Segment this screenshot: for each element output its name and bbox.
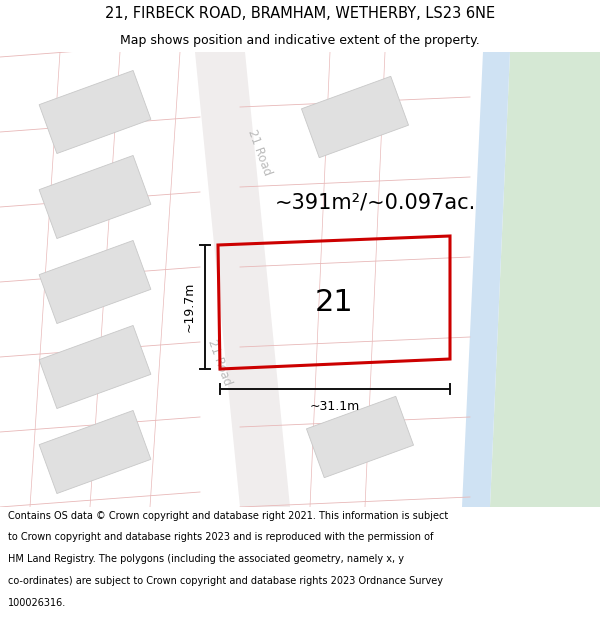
Text: ~31.1m: ~31.1m [310, 399, 360, 412]
Text: 21, FIRBECK ROAD, BRAMHAM, WETHERBY, LS23 6NE: 21, FIRBECK ROAD, BRAMHAM, WETHERBY, LS2… [105, 6, 495, 21]
Text: Map shows position and indicative extent of the property.: Map shows position and indicative extent… [120, 34, 480, 47]
Polygon shape [39, 156, 151, 239]
Text: to Crown copyright and database rights 2023 and is reproduced with the permissio: to Crown copyright and database rights 2… [8, 532, 433, 542]
Text: 100026316.: 100026316. [8, 598, 66, 608]
Polygon shape [462, 52, 510, 507]
Text: ~19.7m: ~19.7m [182, 282, 196, 332]
Text: co-ordinates) are subject to Crown copyright and database rights 2023 Ordnance S: co-ordinates) are subject to Crown copyr… [8, 576, 443, 586]
Polygon shape [490, 52, 600, 507]
Text: 21: 21 [315, 288, 354, 317]
Polygon shape [195, 52, 290, 507]
Polygon shape [39, 411, 151, 494]
Text: 21 Road: 21 Road [206, 337, 235, 387]
Polygon shape [39, 71, 151, 154]
Text: ~391m²/~0.097ac.: ~391m²/~0.097ac. [274, 192, 476, 212]
Polygon shape [307, 396, 413, 478]
Polygon shape [39, 326, 151, 409]
Polygon shape [39, 241, 151, 324]
Polygon shape [301, 76, 409, 158]
Text: 21 Road: 21 Road [245, 127, 274, 177]
Text: HM Land Registry. The polygons (including the associated geometry, namely x, y: HM Land Registry. The polygons (includin… [8, 554, 404, 564]
Text: Contains OS data © Crown copyright and database right 2021. This information is : Contains OS data © Crown copyright and d… [8, 511, 448, 521]
